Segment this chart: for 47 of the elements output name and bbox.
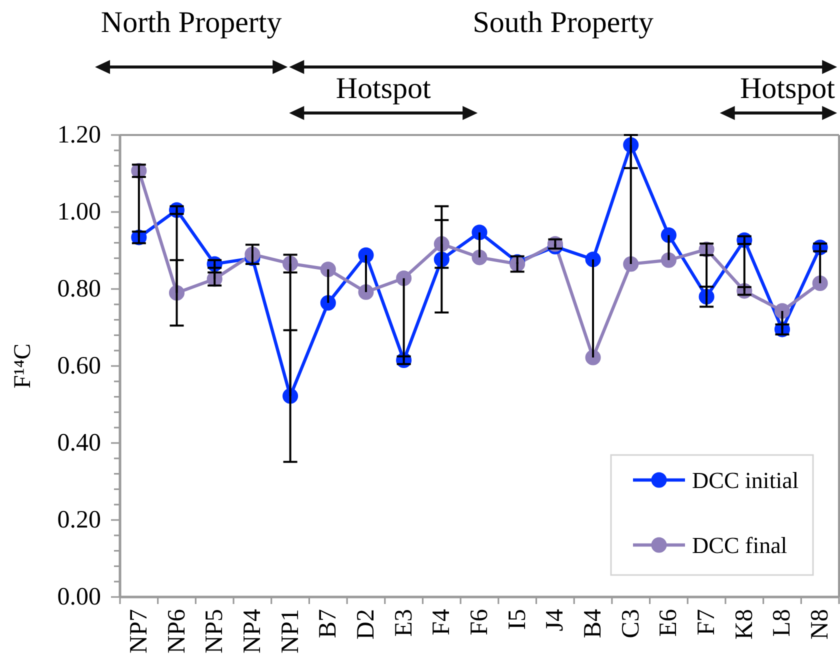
x-tick-label: E6 (655, 609, 682, 637)
x-tick-label: F7 (693, 609, 720, 636)
x-tick-label: NP1 (276, 609, 304, 654)
x-tick-label: L8 (768, 609, 796, 637)
legend-label: DCC initial (692, 468, 799, 492)
point (585, 252, 601, 268)
y-tick-label: 0.20 (57, 506, 101, 534)
point (472, 250, 488, 266)
point (660, 252, 676, 268)
x-tick-label: B7 (314, 609, 342, 638)
text: Hotspot (336, 72, 432, 105)
y-tick-label: 0.60 (57, 352, 101, 380)
x-tick-label: D2 (352, 609, 380, 640)
text: South Property (472, 6, 654, 39)
x-tick-label: B4 (580, 608, 607, 638)
y-tick-label: 0.40 (57, 430, 101, 456)
point (660, 227, 676, 243)
text: North Property (100, 6, 282, 39)
x-tick-label: NP6 (163, 609, 190, 654)
point (585, 350, 601, 366)
x-tick-label: F6 (466, 609, 493, 636)
x-tick-label: C3 (617, 609, 644, 638)
y-tick-label: 1.20 (57, 122, 101, 148)
point (812, 275, 828, 291)
y-tick-label: 1.00 (57, 198, 101, 226)
x-tick-label: E3 (390, 609, 418, 637)
x-tick-label: N8 (806, 609, 834, 640)
point (396, 270, 412, 286)
x-tick-label: NP4 (238, 608, 266, 654)
point (774, 303, 790, 319)
point (320, 262, 336, 278)
text: Hotspot (740, 72, 836, 105)
x-tick-label: J4 (542, 608, 569, 632)
x-tick-label: NP5 (201, 609, 228, 654)
point (623, 256, 639, 272)
legend-label: DCC final (692, 532, 788, 558)
y-tick-label: 0.80 (57, 276, 101, 302)
y-tick-label: 0.00 (57, 584, 101, 610)
point (320, 295, 336, 311)
point (358, 247, 374, 263)
point (358, 284, 374, 300)
x-tick-label: I5 (504, 609, 531, 630)
x-tick-label: K8 (730, 609, 758, 640)
x-tick-label: NP7 (125, 609, 152, 654)
y-axis-title: F¹⁴C (10, 344, 36, 388)
x-tick-label: F4 (428, 608, 456, 636)
point (472, 224, 488, 240)
